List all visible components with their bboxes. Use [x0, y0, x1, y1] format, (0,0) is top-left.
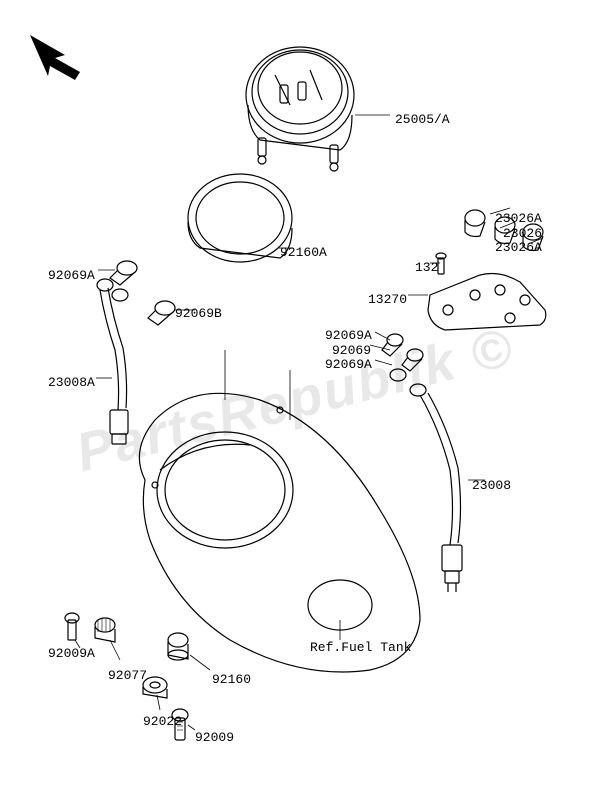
part-label-132: 132 [415, 260, 438, 275]
part-label-92069A-1: 92069A [48, 268, 95, 283]
nut-92077 [95, 618, 115, 642]
nav-arrow-icon [30, 35, 80, 80]
bulb-left-2 [148, 301, 175, 325]
socket-assy-right [420, 393, 462, 592]
part-label-92077: 92077 [108, 668, 147, 683]
part-label-23026A-1: 23026A [495, 211, 542, 226]
part-label-23026A-2: 23026A [495, 240, 542, 255]
part-label-23008: 23008 [472, 478, 511, 493]
part-label-25005A: 25005/A [395, 112, 450, 127]
speedometer-part [246, 47, 354, 171]
part-label-92022: 92022 [143, 714, 182, 729]
part-label-92160A: 92160A [280, 245, 327, 260]
bracket-plate [428, 274, 546, 330]
screw-92009A [65, 613, 79, 640]
bulb-left-1 [110, 261, 137, 285]
bulb-right-group [382, 334, 426, 396]
parts-diagram [0, 0, 589, 799]
meter-cover [139, 393, 420, 672]
part-label-92009A: 92009A [48, 646, 95, 661]
part-label-92160: 92160 [212, 672, 251, 687]
damper-ring-part [188, 174, 292, 262]
part-label-92069: 92069 [332, 343, 371, 358]
part-label-23026: 23026 [503, 226, 542, 241]
damper-92160 [168, 633, 188, 660]
part-label-23008A: 23008A [48, 375, 95, 390]
part-label-92069A-3: 92069A [325, 357, 372, 372]
part-label-13270: 13270 [368, 292, 407, 307]
fuel-tank-ref-label: Ref.Fuel Tank [310, 640, 411, 655]
part-label-92069A-2: 92069A [325, 328, 372, 343]
socket-assy-left [97, 279, 128, 444]
part-label-92069B: 92069B [175, 306, 222, 321]
part-label-92009: 92009 [195, 730, 234, 745]
